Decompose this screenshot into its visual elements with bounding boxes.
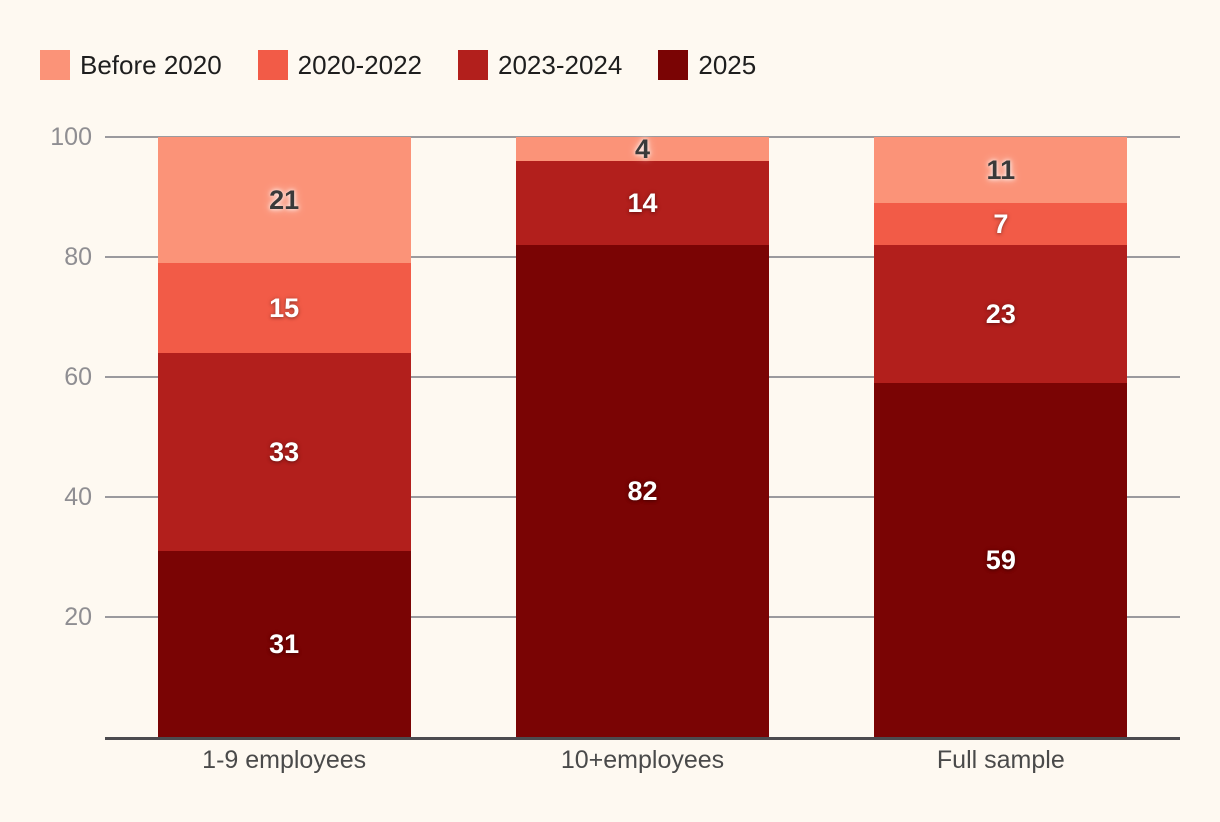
bar-segment-value: 7 — [993, 208, 1009, 239]
y-axis-tick-label: 60 — [64, 363, 92, 391]
bar-segment-value: 11 — [986, 154, 1016, 185]
legend-item: 2020-2022 — [257, 50, 423, 80]
bar-segment: 33 — [157, 353, 411, 551]
bar-segment: 15 — [157, 263, 411, 353]
bar-segment-value: 82 — [627, 475, 658, 506]
bar-segment: 59 — [874, 383, 1128, 737]
legend-swatch — [257, 50, 288, 80]
legend-swatch — [458, 50, 489, 80]
bar-2: 82 14 4 — [516, 133, 769, 737]
legend-label: 2023-2024 — [498, 50, 623, 80]
y-axis-tick-label: 80 — [64, 243, 92, 271]
legend-swatch — [658, 50, 689, 80]
y-axis-tick-label: 20 — [64, 603, 92, 631]
bar-segment: 31 — [157, 551, 411, 737]
bar-3: 59 23 7 11 — [874, 137, 1128, 737]
bar-segment: 21 — [157, 137, 411, 263]
y-axis-tick-label: 40 — [64, 483, 92, 511]
legend-label: 2025 — [698, 50, 757, 80]
legend-label: Before 2020 — [80, 50, 222, 80]
bar-segment: 7 — [874, 203, 1128, 245]
legend-item: 2023-2024 — [458, 50, 622, 80]
legend-label: 2020-2022 — [297, 50, 423, 80]
legend-swatch — [40, 50, 70, 80]
bar-segment: 23 — [874, 245, 1128, 383]
bar-segment-value: 21 — [269, 184, 300, 215]
y-axis: 20 40 60 80 100 — [0, 123, 92, 737]
legend-item: Before 2020 — [40, 50, 222, 80]
x-axis-line — [105, 737, 1180, 740]
bar-1: 31 33 15 21 — [157, 137, 411, 737]
bar-segment: 4 — [516, 133, 769, 164]
legend-item: 2025 — [658, 50, 756, 80]
y-axis-tick-label: 100 — [50, 123, 92, 151]
bar-segment-value: 23 — [985, 298, 1016, 329]
chart-legend: Before 2020 2020-2022 2023-2024 2025 — [40, 48, 756, 82]
bar-segment-value: 14 — [627, 187, 658, 218]
x-axis-tick-label: Full sample — [936, 746, 1065, 774]
bar-segment-value: 33 — [269, 436, 300, 467]
bar-segment-value: 15 — [269, 292, 300, 323]
x-axis-tick-label: 1-9 employees — [202, 746, 367, 774]
bar-segment-value: 59 — [985, 544, 1016, 575]
bar-segment-value: 31 — [269, 628, 300, 659]
bar-segment-value: 4 — [634, 133, 651, 164]
x-axis-tick-label: 10+employees — [560, 746, 725, 774]
bar-segment: 11 — [874, 137, 1128, 203]
bar-segment: 14 — [516, 161, 769, 245]
bar-segment: 82 — [516, 245, 769, 737]
x-axis: 1-9 employees 10+employees Full sample — [105, 745, 1180, 779]
plot-area: 31 33 15 21 82 14 4 59 23 7 11 — [105, 133, 1180, 737]
